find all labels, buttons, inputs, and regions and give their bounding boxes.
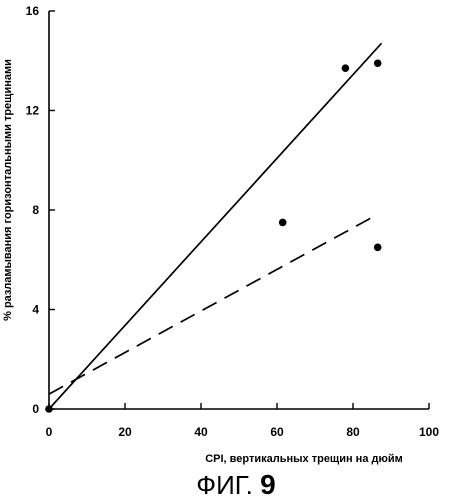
dashed-trend-line xyxy=(48,216,373,395)
figure-caption: ФИГ. 9 xyxy=(196,469,275,500)
y-tick-label: 16 xyxy=(26,4,40,18)
x-tick-label: 80 xyxy=(346,425,360,439)
data-point xyxy=(373,59,382,68)
axes xyxy=(48,11,429,410)
caption-number: 9 xyxy=(260,469,276,500)
data-point xyxy=(278,218,287,227)
solid-trend-line xyxy=(48,42,383,410)
x-tick-label: 100 xyxy=(419,425,439,439)
x-tick-label: 0 xyxy=(46,425,53,439)
data-point xyxy=(341,64,350,73)
y-tick-label: 4 xyxy=(32,303,39,317)
data-point xyxy=(45,405,53,413)
data-point xyxy=(373,243,382,252)
y-tick-label: 8 xyxy=(32,203,39,217)
caption-prefix: ФИГ. xyxy=(196,470,253,500)
y-axis-label: % разламывания горизонтальными трещинами xyxy=(2,59,14,321)
trend-lines xyxy=(48,42,383,410)
x-ticks: 0 20 40 60 80 100 xyxy=(46,403,439,439)
x-tick-label: 20 xyxy=(118,425,132,439)
y-ticks: 0 4 8 12 16 xyxy=(26,4,55,416)
data-markers xyxy=(45,59,382,413)
y-tick-label: 0 xyxy=(32,402,39,416)
x-axis-label: CPI, вертикальных трещин на дюйм xyxy=(205,453,403,465)
x-tick-label: 40 xyxy=(194,425,208,439)
y-tick-label: 12 xyxy=(26,104,40,118)
x-tick-label: 60 xyxy=(270,425,284,439)
